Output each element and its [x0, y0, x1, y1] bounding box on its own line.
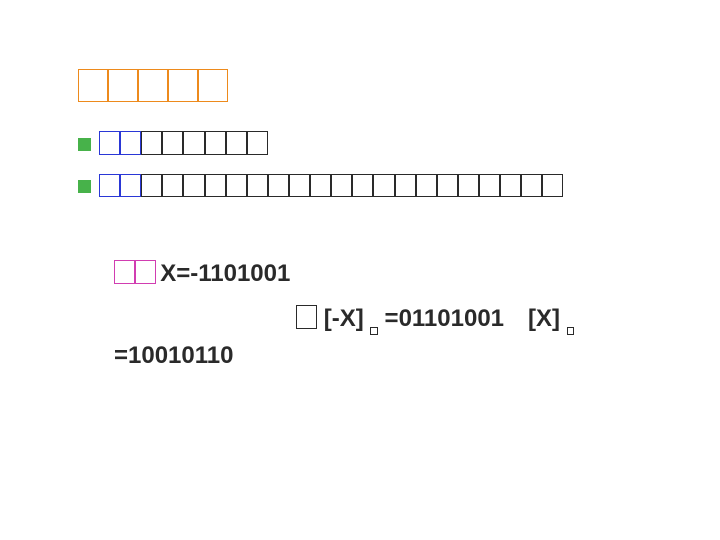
bullet-item — [78, 129, 642, 161]
result-bracket: [X] — [528, 305, 560, 332]
example-expression: X=-1101001 — [160, 260, 290, 288]
bullet-rest — [141, 131, 268, 158]
bullet-emph — [99, 173, 141, 200]
result-bracket: [-X] — [324, 305, 364, 332]
example-line-1: X=-1101001 — [114, 260, 642, 288]
result-subscript — [567, 322, 574, 341]
result-value: =10010110 — [114, 342, 233, 369]
bullet-text — [99, 129, 268, 161]
bullet-item — [78, 171, 642, 203]
bullet-marker-icon — [78, 180, 91, 193]
bullet-emph — [99, 131, 141, 158]
slide: X=-1101001 [-X] =01101001 [X] =10010110 — [0, 0, 720, 540]
bullet-text — [99, 171, 563, 203]
example-block: X=-1101001 [-X] =01101001 [X] =10010110 — [78, 260, 642, 375]
slide-title — [78, 68, 642, 107]
bullet-list — [78, 129, 642, 204]
bullet-rest — [141, 173, 563, 200]
result-lead — [296, 305, 317, 332]
bullet-marker-icon — [78, 138, 91, 151]
example-prefix — [114, 260, 156, 288]
result-value: =01101001 — [385, 305, 504, 332]
example-result: [-X] =01101001 [X] =10010110 — [114, 300, 642, 375]
result-subscript — [370, 322, 377, 341]
